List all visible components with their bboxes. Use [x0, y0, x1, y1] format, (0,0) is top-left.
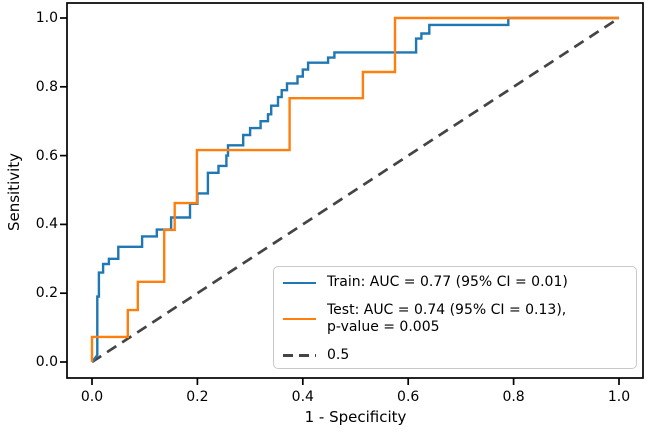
legend-entry-chance: 0.5: [283, 347, 628, 365]
x-tick-label: 0.6: [397, 389, 420, 405]
test_roc-curve: [90, 16, 619, 362]
x-tick-label: 0.2: [186, 389, 209, 405]
legend-label-test: Test: AUC = 0.74 (95% CI = 0.13), p-valu…: [327, 302, 566, 337]
y-tick-label: 0.2: [35, 285, 58, 302]
y-tick-label: 0.4: [35, 216, 58, 233]
test-line-swatch: [283, 318, 316, 320]
x-tick-label: 0.0: [80, 389, 104, 405]
y-tick-label: 0.6: [35, 147, 58, 164]
chance-line-swatch: [283, 353, 316, 357]
y-tick-label: 0.8: [35, 78, 58, 95]
legend-entry-train: Train: AUC = 0.77 (95% CI = 0.01): [283, 274, 628, 292]
legend-entry-test: Test: AUC = 0.74 (95% CI = 0.13), p-valu…: [283, 302, 628, 337]
x-tick-label: 1.0: [607, 389, 631, 405]
y-tick-label: 0.0: [35, 354, 58, 370]
legend-label-train: Train: AUC = 0.77 (95% CI = 0.01): [327, 274, 568, 290]
train-line-swatch: [283, 281, 316, 284]
legend: Train: AUC = 0.77 (95% CI = 0.01) Test: …: [273, 266, 637, 369]
x-axis-label: 1 - Specificity: [304, 408, 407, 426]
x-tick-label: 0.8: [502, 389, 525, 405]
chance_diagonal-curve: [91, 16, 620, 364]
x-tick-label: 0.4: [291, 389, 314, 405]
train_roc-curve: [91, 16, 619, 363]
legend-label-chance: 0.5: [327, 346, 350, 363]
axes-frame: [66, 2, 644, 379]
legend-label-test-line2: p-value = 0.005: [327, 319, 440, 335]
y-tick-label: 1.0: [35, 10, 58, 26]
legend-label-test-line1: Test: AUC = 0.74 (95% CI = 0.13),: [327, 301, 567, 318]
